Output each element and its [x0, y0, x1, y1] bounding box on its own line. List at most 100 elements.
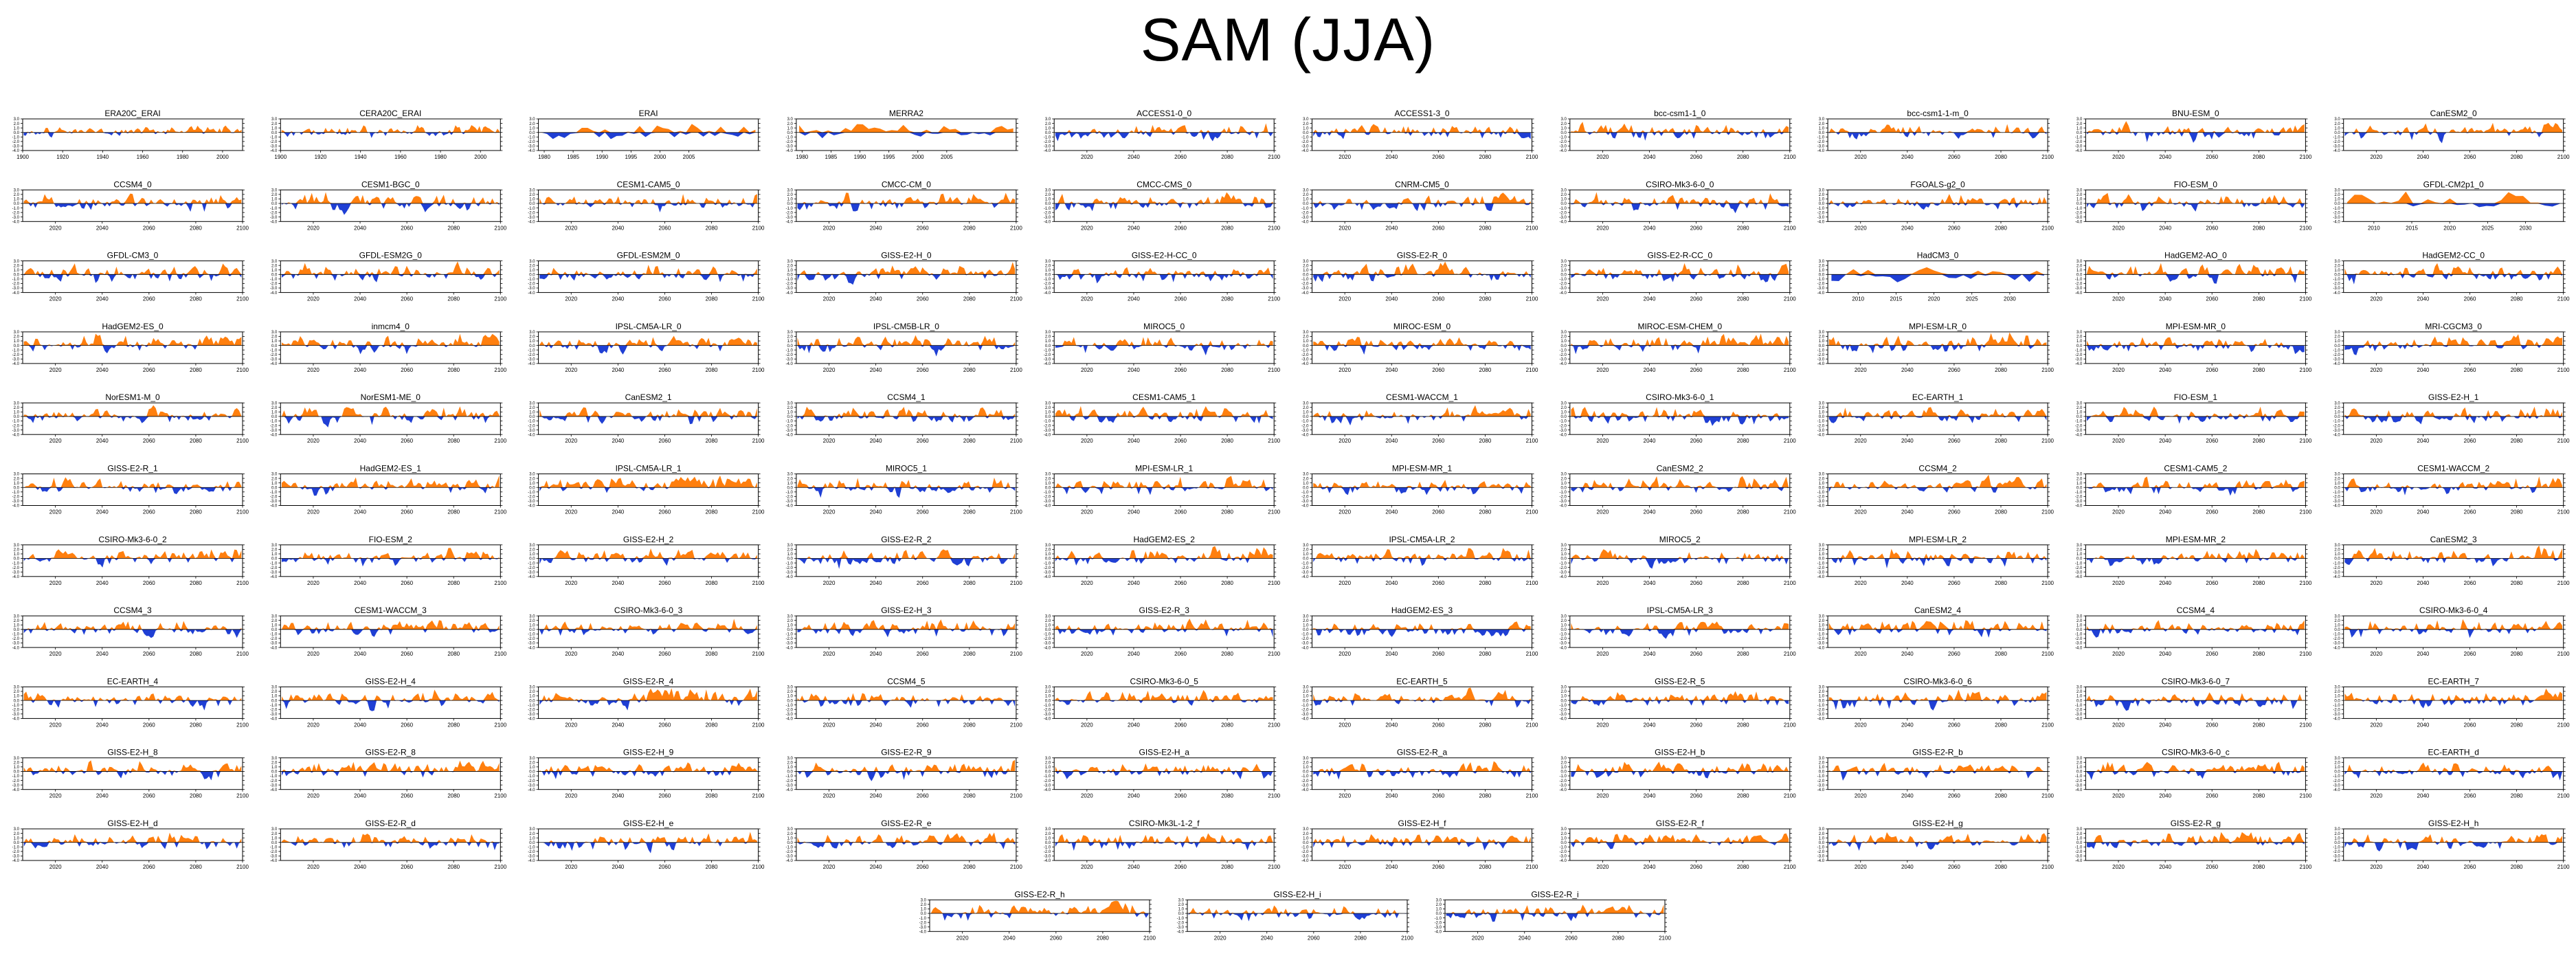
axes-frame: [1312, 757, 1532, 790]
x-tick-label: 2060: [659, 438, 671, 444]
y-tick-label: -2.0: [786, 850, 794, 854]
x-tick-label: 2100: [2041, 580, 2054, 586]
y-tick-label: 3.0: [529, 473, 535, 477]
panel-title: GISS-E2-R_i: [1531, 889, 1578, 899]
series-positive-area: [539, 832, 757, 843]
y-tick-label: -4.0: [1559, 646, 1567, 650]
x-tick-label: 2100: [236, 722, 249, 728]
panel-title: IPSL-CM5A-LR_2: [1389, 535, 1455, 544]
y-tick-label: 2.0: [271, 619, 278, 623]
x-tick-label: 2080: [2252, 154, 2265, 160]
y-tick-label: -3.0: [786, 500, 794, 504]
y-tick-label: -3.0: [12, 855, 20, 859]
x-tick-label: 2020: [307, 722, 320, 728]
y-tick-label: -2.0: [1817, 282, 1825, 287]
y-tick-label: 2.0: [2076, 690, 2083, 694]
y-tick-label: -1.0: [2075, 704, 2083, 708]
x-tick-label: 2060: [1690, 509, 1703, 515]
y-tick-label: -3.0: [2075, 145, 2083, 149]
series-positive-area: [797, 262, 1016, 275]
y-tick-label: 0.0: [1560, 699, 1567, 703]
series-negative-area: [539, 558, 757, 566]
x-tick-label: 2040: [1385, 864, 1398, 870]
y-tick-label: -3.0: [270, 429, 278, 433]
y-tick-label: 1.0: [271, 269, 278, 273]
y-tick-label: 3.0: [1819, 331, 1825, 335]
series-positive-area: [1571, 192, 1789, 204]
x-tick-label: 2060: [2206, 438, 2218, 444]
y-tick-label: 3.0: [271, 260, 278, 264]
panel-title: GISS-E2-R_3: [1139, 605, 1190, 615]
axes-frame: [538, 118, 759, 151]
y-tick-label: -4.0: [1044, 859, 1051, 863]
y-tick-label: 2.0: [787, 406, 794, 410]
x-tick-label: 2080: [1737, 438, 1749, 444]
y-tick-label: 1.0: [1303, 269, 1309, 273]
panel-title: EC-EARTH_1: [1912, 392, 1964, 402]
y-tick-label: 0.0: [1560, 841, 1567, 845]
y-tick-label: 2.0: [14, 335, 20, 340]
x-tick-label: 2040: [612, 296, 624, 302]
series-positive-area: [797, 192, 1016, 204]
y-tick-label: 2.0: [529, 548, 535, 553]
y-tick-label: -4.0: [2075, 221, 2083, 225]
y-tick-label: -4.0: [786, 788, 794, 792]
x-tick-label: 2100: [494, 651, 506, 657]
x-tick-label: 2040: [612, 438, 624, 444]
y-tick-label: 0.0: [1045, 699, 1051, 703]
y-tick-label: 0.0: [529, 628, 535, 632]
y-tick-label: 0.0: [1560, 131, 1567, 135]
y-tick-label: -4.0: [1817, 433, 1825, 437]
panel-IPSL-CM5A-LR_1: IPSL-CM5A-LR_13.02.01.00.0-1.0-2.0-3.0-4…: [528, 464, 765, 515]
series-positive-area: [1828, 763, 2047, 772]
y-tick-label: -2.0: [2075, 708, 2083, 712]
y-tick-label: 0.0: [271, 486, 278, 490]
x-tick-label: 2080: [706, 296, 718, 302]
y-tick-label: -1.0: [1301, 135, 1309, 140]
x-tick-label: 2080: [2252, 864, 2265, 870]
y-tick-label: 3.0: [1560, 827, 1567, 832]
y-tick-label: 2.0: [1560, 832, 1567, 836]
x-tick-label: 2020: [49, 509, 62, 515]
series-positive-area: [23, 832, 242, 843]
y-tick-label: -2.0: [1301, 211, 1309, 215]
panel-MIROC-ESM_0: MIROC-ESM_03.02.01.00.0-1.0-2.0-3.0-4.02…: [1301, 322, 1538, 373]
y-tick-label: 0.0: [2076, 202, 2083, 206]
x-tick-label: 2020: [307, 651, 320, 657]
y-tick-label: 3.0: [1303, 331, 1309, 335]
x-tick-label: 2100: [1010, 722, 1022, 728]
y-tick-label: -2.0: [2333, 637, 2340, 641]
y-tick-label: -2.0: [1817, 353, 1825, 357]
y-tick-label: -4.0: [2333, 646, 2340, 650]
y-tick-label: -1.0: [12, 348, 20, 353]
panel-title: IPSL-CM5A-LR_0: [616, 322, 682, 331]
axes-frame: [1827, 402, 2048, 435]
x-tick-label: 1920: [56, 154, 69, 160]
x-tick-label: 2100: [1784, 793, 1796, 799]
axes-frame: [796, 474, 1017, 506]
x-tick-label: 2020: [2370, 793, 2382, 799]
x-tick-label: 2040: [1128, 367, 1140, 373]
y-tick-label: -2.0: [270, 850, 278, 854]
series-positive-area: [1055, 476, 1273, 488]
x-tick-label: 1960: [394, 154, 407, 160]
y-tick-label: -3.0: [1817, 855, 1825, 859]
y-tick-label: 1.0: [529, 482, 535, 486]
x-tick-label: 2020: [49, 651, 62, 657]
y-tick-label: 1.0: [1560, 411, 1567, 415]
panel-title: MIROC5_1: [886, 464, 927, 474]
y-tick-label: -4.0: [2333, 859, 2340, 863]
y-tick-label: 1.0: [1045, 269, 1051, 273]
y-tick-label: -2.0: [12, 496, 20, 500]
series-negative-area: [1828, 416, 2047, 423]
y-tick-label: 3.0: [1045, 757, 1051, 761]
x-tick-label: 2040: [2417, 864, 2430, 870]
y-tick-label: -2.0: [2075, 779, 2083, 783]
y-tick-label: 1.0: [14, 269, 20, 273]
panel-title: HadGEM2-CC_0: [2422, 251, 2485, 260]
y-tick-label: -4.0: [1817, 575, 1825, 579]
y-tick-label: 0.0: [1303, 557, 1309, 562]
x-tick-label: 2025: [2481, 225, 2494, 231]
x-tick-label: 2100: [2557, 367, 2570, 373]
